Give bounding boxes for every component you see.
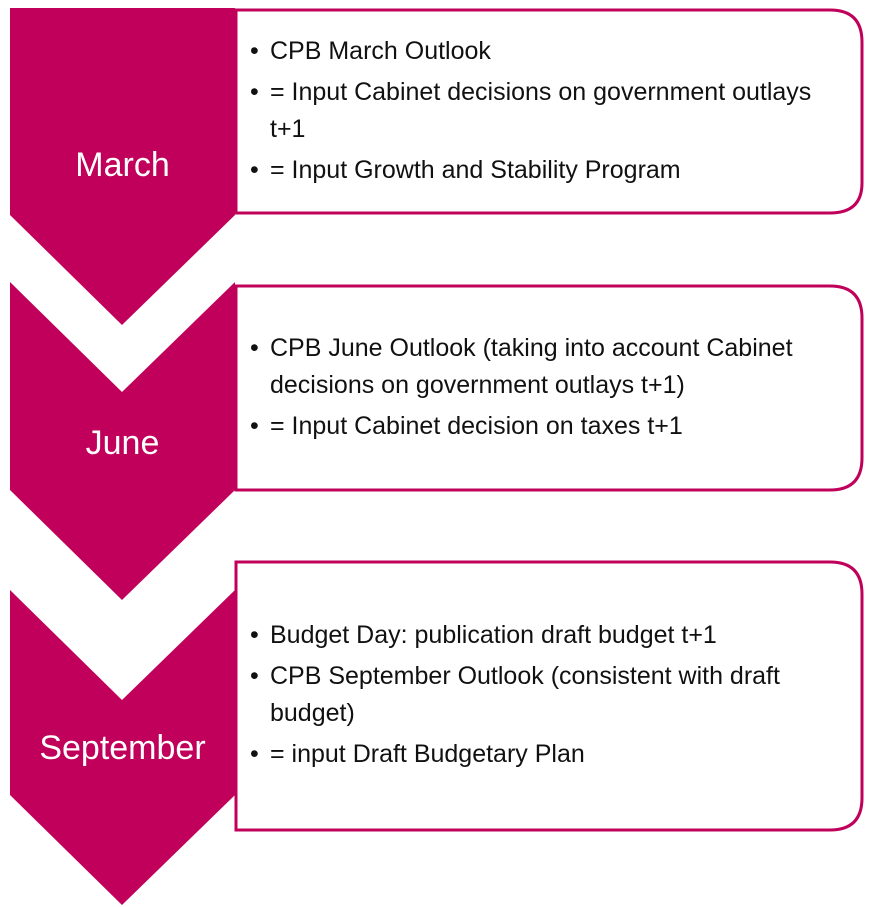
chevron — [10, 282, 235, 600]
chevron — [10, 8, 235, 325]
bullet: = input Draft Budgetary Plan — [250, 736, 840, 773]
bullet-box: Budget Day: publication draft budget t+1… — [240, 572, 840, 822]
bullet-list: CPB June Outlook (taking into account Ca… — [240, 330, 840, 449]
bullet-list: CPB March Outlook = Input Cabinet decisio… — [240, 33, 840, 193]
bullet: = Input Growth and Stability Program — [250, 152, 840, 189]
bullet: CPB September Outlook (consistent with d… — [250, 658, 840, 732]
stage-label: March — [75, 146, 170, 184]
bullet: CPB June Outlook (taking into account Ca… — [250, 330, 840, 404]
bullet-box: CPB June Outlook (taking into account Ca… — [240, 296, 840, 482]
bullet: = Input Cabinet decisions on government … — [250, 74, 840, 148]
stage-label: June — [85, 424, 160, 462]
bullet-box: CPB March Outlook = Input Cabinet decisio… — [240, 20, 840, 205]
stage-label: September — [39, 729, 206, 767]
bullet: CPB March Outlook — [250, 33, 840, 70]
bullet: = Input Cabinet decision on taxes t+1 — [250, 408, 840, 445]
bullet: Budget Day: publication draft budget t+1 — [250, 617, 840, 654]
chevron — [10, 590, 235, 905]
bullet-list: Budget Day: publication draft budget t+1… — [240, 617, 840, 777]
